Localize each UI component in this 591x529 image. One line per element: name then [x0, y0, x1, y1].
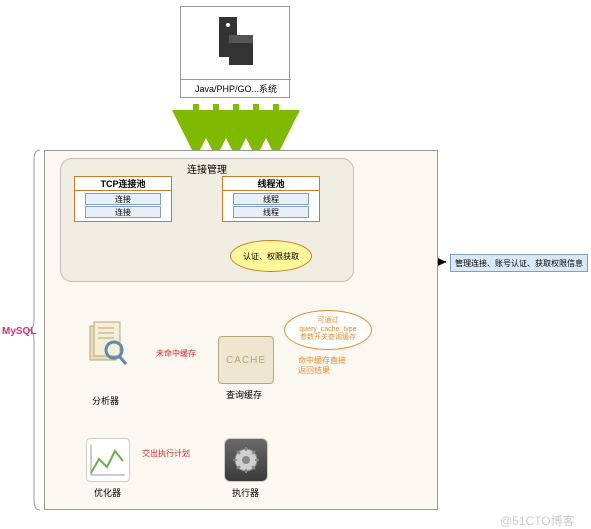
tcp-item: 连接: [85, 206, 161, 218]
auth-node: 认证、权限获取: [230, 240, 312, 272]
thread-item: 线程: [233, 206, 309, 218]
optimizer-icon: [86, 438, 130, 482]
cache-label: 查询缓存: [226, 388, 262, 401]
miss-label: 未命中缓存: [156, 348, 196, 359]
executor-label: 执行器: [232, 486, 259, 499]
side-note: 管理连接、账号认证、获取权限信息: [450, 254, 588, 272]
hit-line: 命中缓存直接: [298, 356, 346, 366]
cache-note-line: 可通过: [318, 317, 339, 325]
tcp-pool-box: TCP连接池 连接 连接: [74, 176, 172, 222]
thread-item: 线程: [233, 193, 309, 205]
analyzer-label: 分析器: [92, 394, 119, 407]
watermark: @51CTO博客: [500, 512, 575, 529]
cache-note: 可通过 query_cache_type 参数开关查询缓存: [284, 310, 372, 350]
tcp-item: 连接: [85, 193, 161, 205]
hit-line: 返回结果: [298, 366, 346, 376]
tcp-pool-title: TCP连接池: [75, 177, 171, 191]
cache-note-line: 参数开关查询缓存: [300, 334, 356, 342]
executor-icon: [224, 438, 268, 482]
thread-pool-title: 线程池: [223, 177, 319, 191]
optimizer-label: 优化器: [94, 486, 121, 499]
cache-note-line: query_cache_type: [299, 326, 356, 334]
cache-inside: CACHE: [226, 355, 266, 366]
analyzer-icon: [86, 320, 130, 374]
mysql-label: MySQL: [2, 326, 36, 337]
exec-plan-label: 交出执行计划: [142, 448, 190, 459]
hit-note: 命中缓存直接 返回结果: [298, 356, 346, 375]
cache-box: CACHE: [218, 336, 274, 384]
conn-mgmt-title: 连接管理: [61, 161, 353, 176]
thread-pool-box: 线程池 线程 线程: [222, 176, 320, 222]
